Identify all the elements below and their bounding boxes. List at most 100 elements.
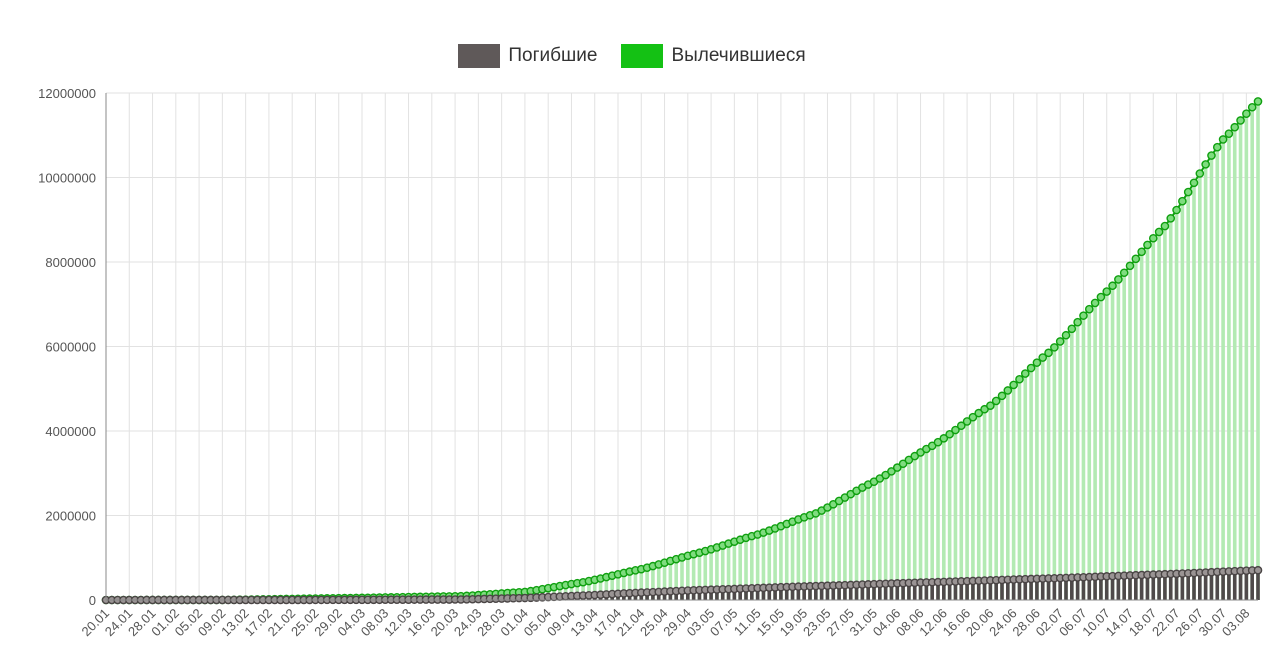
recovered-point[interactable] (1212, 142, 1222, 152)
recovered-point[interactable] (1073, 317, 1082, 327)
recovered-point[interactable] (1108, 281, 1117, 291)
recovered-point[interactable] (1090, 298, 1100, 308)
recovered-point[interactable] (991, 396, 1001, 406)
recovered-point[interactable] (1096, 292, 1106, 302)
recovered-point[interactable] (962, 417, 972, 426)
bar-recovered (936, 442, 940, 600)
bar-deaths (802, 586, 806, 600)
bar-deaths (889, 583, 894, 600)
recovered-point[interactable] (1050, 343, 1059, 352)
recovered-point[interactable] (1009, 380, 1018, 390)
recovered-point[interactable] (1119, 268, 1129, 278)
bar-recovered (819, 510, 824, 600)
recovered-point[interactable] (951, 425, 960, 435)
recovered-point[interactable] (1183, 187, 1193, 197)
recovered-point[interactable] (986, 401, 995, 410)
recovered-point[interactable] (1178, 196, 1187, 206)
recovered-point[interactable] (1247, 102, 1257, 112)
bar-recovered (907, 459, 911, 600)
recovered-point[interactable] (1224, 129, 1234, 138)
recovered-point[interactable] (1079, 311, 1088, 320)
recovered-point[interactable] (1015, 374, 1024, 384)
recovered-point[interactable] (1201, 160, 1210, 169)
bar-recovered (1134, 258, 1138, 600)
recovered-point[interactable] (1166, 214, 1176, 223)
recovered-point[interactable] (933, 437, 943, 447)
recovered-point[interactable] (904, 455, 914, 465)
recovered-point[interactable] (1131, 254, 1141, 264)
recovered-point[interactable] (1195, 169, 1205, 178)
recovered-point[interactable] (1055, 337, 1065, 346)
recovered-point[interactable] (898, 459, 908, 469)
recovered-point[interactable] (1230, 122, 1240, 132)
recovered-point[interactable] (1102, 287, 1112, 296)
recovered-point[interactable] (1032, 358, 1042, 367)
bar-recovered (773, 528, 777, 600)
legend-item-deaths[interactable]: Погибшие (458, 44, 597, 68)
legend-label-deaths: Погибшие (508, 45, 598, 66)
bar-deaths (1040, 578, 1045, 600)
bar-deaths (988, 580, 993, 600)
recovered-point[interactable] (1084, 304, 1094, 314)
recovered-point[interactable] (1253, 97, 1263, 106)
bar-deaths (982, 580, 987, 600)
bar-recovered (1040, 357, 1045, 600)
recovered-point[interactable] (1137, 247, 1146, 257)
bar-deaths (1151, 574, 1156, 600)
bar-recovered (1174, 210, 1179, 601)
bar-deaths (1058, 578, 1062, 600)
recovered-point[interactable] (1189, 178, 1199, 188)
bar-recovered (598, 578, 603, 600)
recovered-point[interactable] (939, 434, 949, 443)
bar-deaths (1116, 575, 1121, 600)
recovered-point[interactable] (1143, 240, 1152, 250)
recovered-point[interactable] (1148, 233, 1158, 243)
bar-deaths (674, 591, 678, 600)
recovered-point[interactable] (1026, 363, 1036, 373)
recovered-point[interactable] (1061, 330, 1071, 340)
recovered-point[interactable] (1154, 227, 1164, 237)
recovered-point[interactable] (1207, 151, 1216, 160)
bar-recovered (581, 582, 585, 600)
recovered-point[interactable] (1125, 261, 1135, 271)
deaths-point[interactable] (1253, 565, 1263, 575)
recovered-point[interactable] (1038, 353, 1048, 362)
bar-deaths (744, 588, 748, 600)
bar-recovered (1029, 368, 1033, 600)
bar-recovered (587, 581, 591, 600)
legend-item-recovered[interactable]: Вылечившиеся (621, 44, 806, 68)
recovered-point[interactable] (1236, 116, 1245, 125)
recovered-point[interactable] (1044, 348, 1053, 358)
recovered-point[interactable] (1020, 369, 1030, 378)
bar-recovered (1052, 347, 1057, 600)
bar-deaths (1029, 578, 1033, 600)
bar-recovered (825, 507, 830, 600)
bar-deaths (686, 590, 690, 600)
bar-deaths (843, 585, 847, 600)
bar-deaths (1134, 575, 1138, 600)
recovered-point[interactable] (1218, 135, 1228, 144)
bar-deaths (779, 587, 783, 600)
recovered-point[interactable] (1067, 324, 1077, 334)
bar-recovered (878, 478, 882, 600)
recovered-point[interactable] (974, 408, 984, 418)
recovered-point[interactable] (887, 467, 896, 476)
bar-deaths (1087, 577, 1092, 600)
recovered-point[interactable] (1114, 275, 1123, 284)
recovered-point[interactable] (1242, 109, 1251, 119)
bar-deaths (814, 586, 818, 600)
recovered-point[interactable] (1172, 205, 1181, 215)
recovered-point[interactable] (1003, 386, 1013, 395)
bar-recovered (976, 413, 981, 600)
recovered-point[interactable] (997, 391, 1007, 401)
bar-deaths (819, 585, 824, 600)
bar-deaths (1157, 574, 1161, 600)
bar-deaths (697, 590, 702, 600)
recovered-point[interactable] (1160, 221, 1170, 231)
bar-recovered (755, 534, 760, 600)
bar-deaths (848, 584, 853, 600)
recovered-point[interactable] (956, 421, 966, 431)
recovered-point[interactable] (892, 463, 902, 472)
recovered-point[interactable] (945, 429, 954, 439)
recovered-point[interactable] (968, 412, 978, 422)
